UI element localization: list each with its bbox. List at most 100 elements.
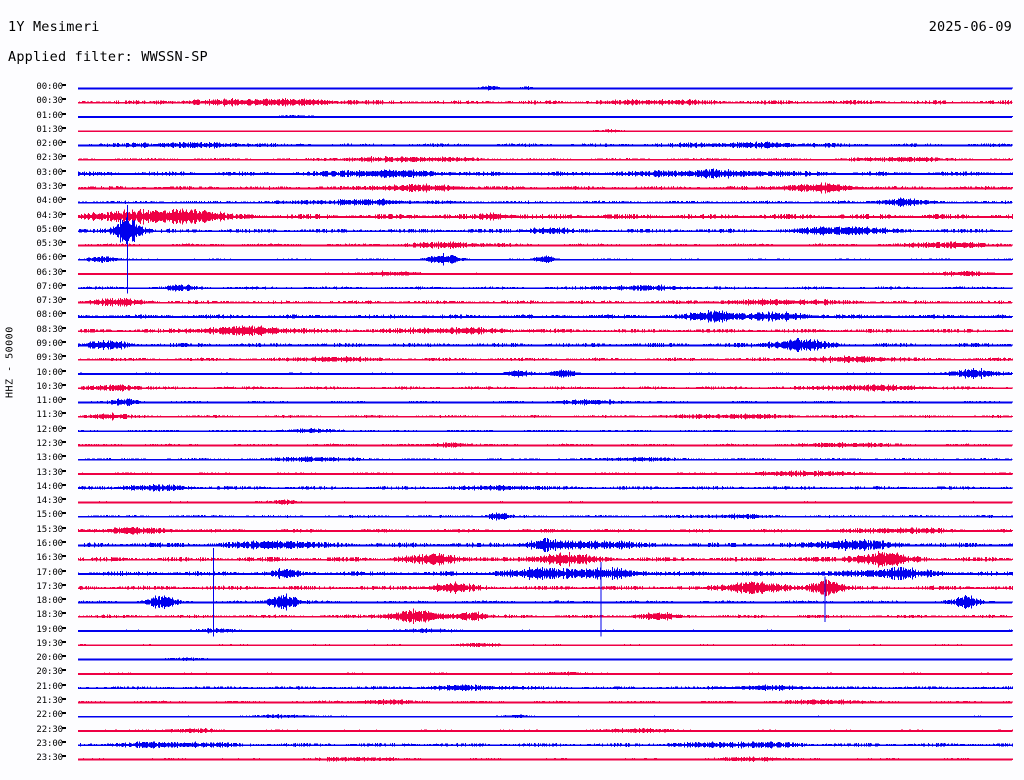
time-row-label: 02:30 (36, 153, 63, 164)
row-tick-mark (62, 226, 66, 229)
time-row-label: 06:00 (36, 253, 63, 264)
time-row-label: 04:00 (36, 196, 63, 207)
time-row-label: 15:00 (36, 510, 63, 521)
time-row-label: 01:30 (36, 124, 63, 135)
time-row-label: 09:30 (36, 353, 63, 364)
row-tick-mark (62, 183, 66, 186)
time-row-label: 20:30 (36, 667, 63, 678)
row-tick-mark (62, 398, 66, 401)
row-tick-mark (62, 269, 66, 272)
time-row-label: 12:30 (36, 439, 63, 449)
time-row-label: 02:00 (36, 139, 63, 150)
time-row-label: 16:30 (36, 553, 63, 564)
time-row-label: 13:00 (36, 453, 63, 464)
time-row-label: 14:30 (36, 496, 63, 507)
time-row-label: 07:30 (36, 296, 63, 307)
row-tick-mark (62, 640, 66, 643)
time-row-label: 13:30 (36, 467, 63, 478)
time-row-label: 09:00 (36, 339, 63, 350)
row-tick-mark (62, 141, 66, 144)
row-tick-mark (62, 740, 66, 743)
row-tick-mark (62, 655, 66, 658)
time-row-label: 06:30 (36, 267, 63, 278)
row-tick-mark (62, 126, 66, 129)
row-tick-mark (62, 555, 66, 558)
row-tick-mark (62, 383, 66, 386)
time-row-label: 21:30 (36, 696, 63, 707)
time-row-label: 21:00 (36, 681, 63, 692)
time-row-label: 08:30 (36, 324, 63, 335)
row-tick-mark (62, 426, 66, 429)
row-tick-mark (62, 255, 66, 258)
row-tick-mark (62, 483, 66, 486)
time-row-label: 03:00 (36, 167, 63, 178)
applied-filter-label: Applied filter: WWSSN-SP (8, 49, 208, 65)
time-row-label: 15:30 (36, 524, 63, 535)
row-tick-mark (62, 155, 66, 158)
row-tick-mark (62, 112, 66, 115)
row-tick-mark (62, 683, 66, 686)
row-tick-mark (62, 583, 66, 586)
time-row-label: 14:00 (36, 481, 63, 492)
time-row-label: 10:30 (36, 381, 63, 392)
row-tick-mark (62, 412, 66, 415)
time-row-label: 23:30 (36, 753, 63, 764)
row-tick-mark (62, 241, 66, 244)
time-row-label: 01:00 (36, 110, 63, 121)
row-tick-mark (62, 598, 66, 601)
row-tick-mark (62, 526, 66, 529)
time-row-label: 00:00 (36, 82, 63, 92)
time-row-label: 16:00 (36, 538, 63, 549)
trace-canvas (78, 85, 1013, 762)
row-tick-mark (62, 355, 66, 358)
time-row-label: 11:00 (36, 396, 63, 407)
row-tick-mark (62, 569, 66, 572)
time-row-label: 12:00 (36, 424, 63, 435)
time-row-label: 00:30 (36, 96, 63, 107)
row-tick-mark (62, 298, 66, 301)
time-row-label: 17:00 (36, 567, 63, 578)
seismogram-plot: 00:00 00:30 01:00 01:30 02:00 02:30 03:00 03:30… (0, 78, 1024, 778)
row-tick-mark (62, 341, 66, 344)
row-tick-mark (62, 755, 66, 758)
row-tick-mark (62, 626, 66, 629)
record-date: 2025-06-09 (928, 19, 1012, 35)
time-row-label: 07:00 (36, 281, 63, 292)
time-row-label: 05:30 (36, 239, 63, 250)
time-row-label: 19:30 (36, 638, 63, 649)
row-tick-mark (62, 612, 66, 615)
row-tick-mark (62, 169, 66, 172)
time-row-label: 11:30 (36, 410, 63, 421)
time-row-label: 22:30 (36, 724, 63, 735)
row-tick-mark (62, 469, 66, 472)
time-row-label: 03:30 (36, 181, 63, 192)
row-tick-mark (62, 312, 66, 315)
time-row-label: 10:00 (36, 367, 63, 378)
time-row-label: 08:00 (36, 310, 63, 321)
time-row-label: 22:00 (36, 710, 63, 721)
time-row-label: 18:30 (36, 610, 63, 621)
row-tick-mark (62, 669, 66, 672)
time-label-column: 00:00 00:30 01:00 01:30 02:00 02:30 03:00 03:30… (18, 78, 63, 778)
row-tick-mark (62, 712, 66, 715)
row-tick-mark (62, 540, 66, 543)
time-row-label: 04:30 (36, 210, 63, 221)
row-tick-mark (62, 283, 66, 286)
page-title: 1Y Mesimeri (8, 19, 100, 35)
time-row-label: 19:00 (36, 624, 63, 635)
row-tick-mark (62, 441, 66, 443)
row-tick-mark (62, 455, 66, 458)
row-tick-mark (62, 698, 66, 701)
row-tick-mark (62, 726, 66, 729)
row-tick-mark (62, 326, 66, 329)
time-row-label: 20:00 (36, 653, 63, 664)
time-row-label: 05:00 (36, 224, 63, 235)
tick-mark-column (62, 78, 68, 778)
time-row-label: 18:00 (36, 596, 63, 607)
row-tick-mark (62, 212, 66, 215)
row-tick-mark (62, 98, 66, 101)
time-row-label: 23:00 (36, 738, 63, 749)
row-tick-mark (62, 512, 66, 515)
row-tick-mark (62, 84, 66, 86)
time-row-label: 17:30 (36, 581, 63, 592)
